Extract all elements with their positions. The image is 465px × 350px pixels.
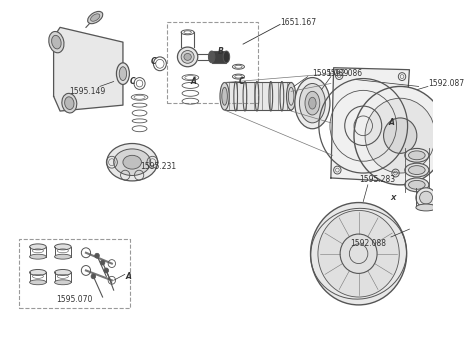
- Text: 1595.149: 1595.149: [70, 87, 106, 96]
- Ellipse shape: [49, 32, 64, 53]
- Ellipse shape: [54, 254, 71, 259]
- Ellipse shape: [178, 47, 198, 67]
- Text: C: C: [151, 57, 156, 66]
- Ellipse shape: [116, 63, 129, 84]
- Circle shape: [354, 86, 446, 185]
- Circle shape: [384, 118, 417, 153]
- Ellipse shape: [91, 14, 100, 21]
- Text: X: X: [390, 195, 395, 201]
- Ellipse shape: [30, 254, 46, 259]
- Text: 1595.231: 1595.231: [140, 162, 176, 171]
- Ellipse shape: [62, 93, 77, 113]
- Ellipse shape: [30, 280, 46, 285]
- Polygon shape: [53, 27, 123, 111]
- Ellipse shape: [208, 51, 215, 63]
- Ellipse shape: [305, 91, 320, 115]
- Circle shape: [100, 260, 105, 265]
- Ellipse shape: [52, 35, 61, 49]
- Ellipse shape: [30, 244, 46, 250]
- Ellipse shape: [309, 97, 316, 109]
- Polygon shape: [331, 68, 409, 182]
- Text: A: A: [388, 118, 394, 127]
- Ellipse shape: [184, 54, 191, 60]
- Ellipse shape: [409, 166, 425, 175]
- Ellipse shape: [65, 97, 74, 110]
- Text: B: B: [218, 48, 224, 56]
- Circle shape: [95, 253, 100, 258]
- Bar: [212, 51, 226, 63]
- Ellipse shape: [54, 280, 71, 285]
- Circle shape: [365, 98, 435, 173]
- Ellipse shape: [286, 83, 296, 110]
- Ellipse shape: [405, 178, 429, 192]
- Ellipse shape: [87, 12, 103, 24]
- Ellipse shape: [405, 148, 429, 162]
- Text: 1595.283: 1595.283: [359, 175, 395, 184]
- Ellipse shape: [409, 180, 425, 189]
- Text: A: A: [190, 77, 196, 86]
- Circle shape: [104, 268, 109, 273]
- Ellipse shape: [119, 67, 126, 80]
- Ellipse shape: [222, 87, 227, 105]
- Circle shape: [91, 274, 96, 279]
- Ellipse shape: [123, 155, 141, 169]
- Text: 1651.167: 1651.167: [280, 18, 317, 27]
- Ellipse shape: [416, 204, 436, 211]
- Ellipse shape: [416, 188, 436, 208]
- Ellipse shape: [409, 151, 425, 160]
- Text: 1595.070: 1595.070: [57, 295, 93, 304]
- Text: A: A: [126, 272, 132, 281]
- Bar: [167, 22, 258, 103]
- Ellipse shape: [299, 84, 325, 123]
- Ellipse shape: [223, 51, 230, 63]
- Circle shape: [318, 210, 399, 297]
- Ellipse shape: [181, 50, 194, 63]
- Ellipse shape: [54, 270, 71, 275]
- Text: 1592.088: 1592.088: [350, 239, 386, 248]
- Bar: [20, 239, 130, 308]
- Circle shape: [311, 203, 407, 305]
- Ellipse shape: [107, 144, 158, 181]
- Ellipse shape: [405, 163, 429, 177]
- Text: 1592.087: 1592.087: [428, 79, 465, 88]
- Text: 1595.039: 1595.039: [312, 69, 349, 78]
- Ellipse shape: [419, 191, 432, 204]
- Ellipse shape: [113, 149, 151, 175]
- Ellipse shape: [295, 78, 330, 129]
- Ellipse shape: [30, 270, 46, 275]
- Text: 1592.086: 1592.086: [327, 69, 363, 78]
- Bar: [225, 83, 291, 110]
- Ellipse shape: [54, 244, 71, 250]
- Text: C: C: [239, 77, 244, 86]
- Ellipse shape: [220, 83, 229, 110]
- Text: C: C: [129, 77, 135, 86]
